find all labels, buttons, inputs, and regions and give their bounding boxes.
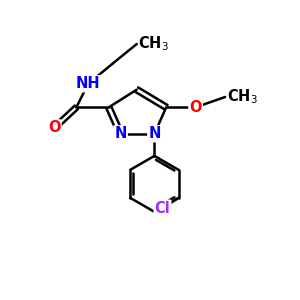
Text: O: O <box>189 100 202 115</box>
Text: Cl: Cl <box>154 201 170 216</box>
Text: N: N <box>148 126 160 141</box>
Text: O: O <box>48 120 61 135</box>
Text: CH$_3$: CH$_3$ <box>138 34 169 53</box>
Text: CH$_3$: CH$_3$ <box>226 88 257 106</box>
Text: N: N <box>114 126 127 141</box>
Text: NH: NH <box>76 76 101 91</box>
